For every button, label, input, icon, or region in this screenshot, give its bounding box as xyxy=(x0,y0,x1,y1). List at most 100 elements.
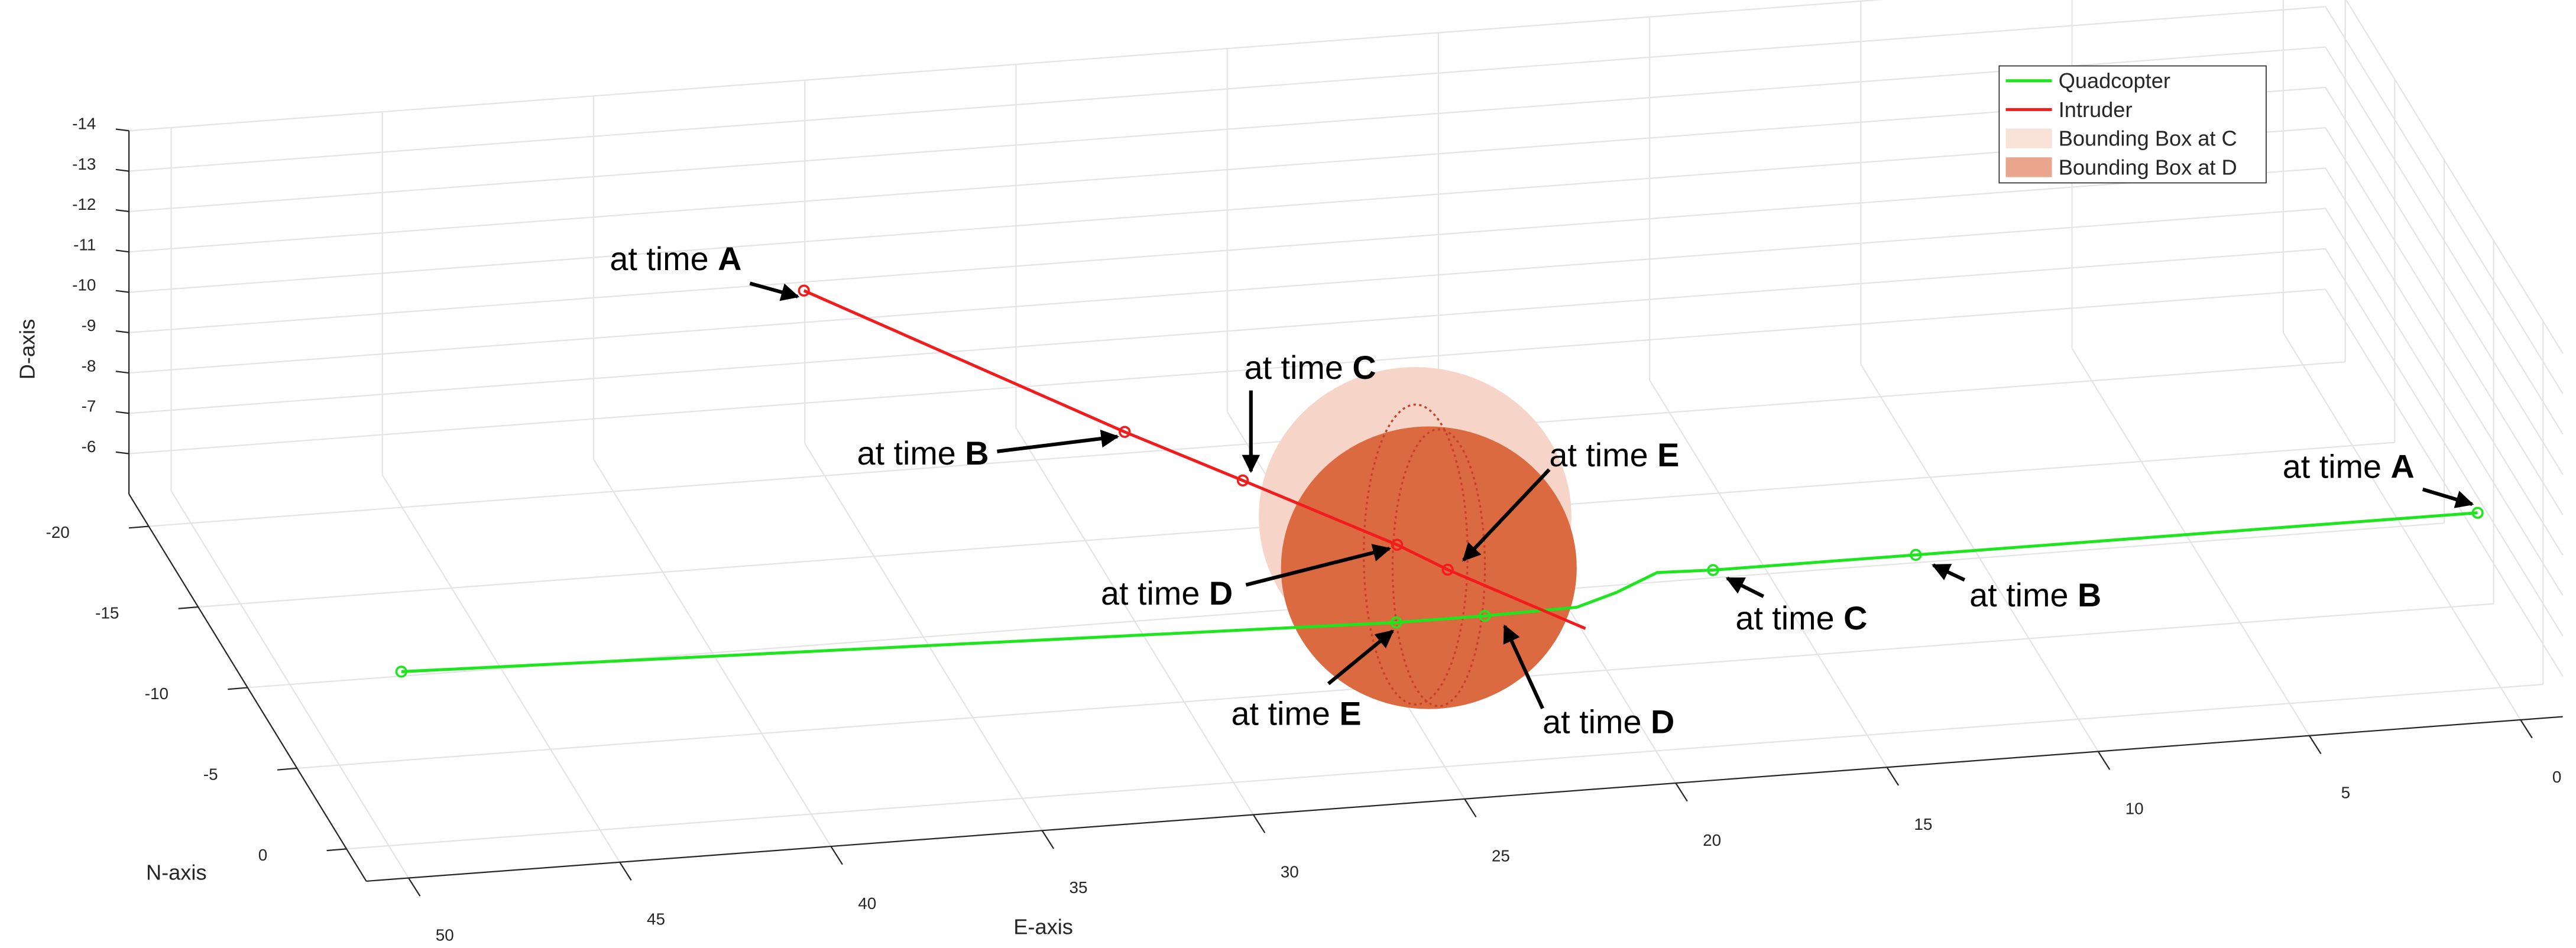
series-line xyxy=(803,289,1586,630)
z-tick-label: -10 xyxy=(72,276,96,294)
grid-line xyxy=(2325,87,2564,475)
bounding-sphere xyxy=(1281,426,1577,709)
tick-mark xyxy=(115,330,129,333)
tick-mark xyxy=(115,451,129,454)
y-tick-label: -20 xyxy=(46,523,69,541)
annotation-prefix: at time xyxy=(1543,703,1641,740)
annotation-arrow xyxy=(749,281,800,301)
annotation-prefix: at time xyxy=(1969,577,2068,613)
tick-mark xyxy=(619,862,632,881)
grid-line xyxy=(129,207,2326,374)
tick-mark xyxy=(115,411,129,414)
grid-line xyxy=(129,288,2326,454)
z-tick-label: -14 xyxy=(72,115,96,133)
tick-mark xyxy=(1464,798,1477,818)
x-tick-label: 25 xyxy=(1492,847,1510,865)
annotation-label: D xyxy=(1209,575,1233,612)
z-tick-label: -12 xyxy=(72,195,96,213)
legend: Quadcopter Intruder Bounding Box at C Bound… xyxy=(1998,65,2267,184)
annotation-label: D xyxy=(1651,703,1674,740)
y-tick-label: -15 xyxy=(95,603,119,622)
tick-mark xyxy=(115,128,129,132)
x-axis-title: E-axis xyxy=(1013,915,1073,939)
tick-mark xyxy=(129,525,149,529)
z-tick-label: -13 xyxy=(72,155,96,173)
grid-line xyxy=(129,127,2326,293)
annotation-label: B xyxy=(2078,577,2101,613)
x-tick-label: 0 xyxy=(2552,768,2561,786)
y-tick-label: -10 xyxy=(145,684,169,703)
x-tick-label: 35 xyxy=(1069,878,1087,897)
tick-mark xyxy=(277,767,297,771)
tick-mark xyxy=(1886,767,1900,786)
y-axis-title: N-axis xyxy=(146,861,207,885)
annotation-arrow xyxy=(2422,487,2474,508)
tick-mark xyxy=(115,249,129,253)
x-tick-label: 20 xyxy=(1703,831,1721,849)
point-marker xyxy=(1707,564,1719,576)
grid-line xyxy=(2325,288,2564,677)
x-tick-label: 5 xyxy=(2341,784,2350,802)
point-marker xyxy=(1479,609,1491,622)
x-tick-label: 50 xyxy=(436,926,454,944)
annotation-label: E xyxy=(1657,437,1679,473)
grid-line xyxy=(2325,248,2564,637)
annotation-arrow xyxy=(1503,624,1544,709)
tick-mark xyxy=(115,290,129,293)
grid-line xyxy=(2325,6,2564,394)
tick-mark xyxy=(2309,735,2322,754)
annotation-prefix: at time xyxy=(857,435,955,472)
annotation-prefix: at time xyxy=(1549,437,1648,473)
x-tick-label: 30 xyxy=(1281,862,1299,881)
annotation: at time D xyxy=(1101,575,1233,612)
x-tick-label: 10 xyxy=(2125,799,2144,817)
z-tick-label: -11 xyxy=(73,235,96,254)
x-tick-label: 45 xyxy=(647,910,665,928)
point-marker xyxy=(1119,426,1131,438)
annotation: at time E xyxy=(1232,696,1362,732)
z-tick-label: -6 xyxy=(82,437,96,456)
tick-mark xyxy=(830,846,843,865)
tick-mark xyxy=(326,848,347,852)
z-tick-label: -8 xyxy=(82,356,96,375)
tick-mark xyxy=(2520,719,2533,739)
legend-label: Bounding Box at D xyxy=(2059,155,2237,179)
tick-mark xyxy=(178,606,199,609)
tick-mark xyxy=(115,209,129,212)
annotation-arrow xyxy=(1245,544,1391,587)
annotation: at time D xyxy=(1543,703,1674,740)
grid-line xyxy=(2325,208,2564,596)
legend-label: Intruder xyxy=(2059,98,2133,122)
annotation-prefix: at time xyxy=(1735,600,1834,637)
annotation-prefix: at time xyxy=(610,241,708,277)
point-marker xyxy=(1390,616,1402,629)
tick-mark xyxy=(1252,814,1266,833)
annotation: at time B xyxy=(1969,577,2101,613)
tick-mark xyxy=(228,687,248,690)
x-tick-label: 40 xyxy=(858,894,876,913)
annotation: at time C xyxy=(1245,349,1376,386)
tick-mark xyxy=(115,168,129,172)
z-tick-label: -9 xyxy=(82,316,96,335)
annotation-arrow xyxy=(1462,468,1551,562)
z-tick-label: -7 xyxy=(82,397,96,415)
annotation-label: C xyxy=(1843,600,1867,637)
grid-line xyxy=(2325,46,2564,435)
y-tick-label: -5 xyxy=(203,765,218,783)
series-line xyxy=(401,511,2478,673)
legend-label: Quadcopter xyxy=(2059,69,2170,93)
grid-line xyxy=(2325,127,2564,515)
grid-line xyxy=(148,361,2345,527)
annotation: at time A xyxy=(610,241,741,277)
annotation-prefix: at time xyxy=(1232,696,1330,732)
point-marker xyxy=(1236,474,1249,487)
y-tick-label: 0 xyxy=(258,846,268,864)
grid-line xyxy=(129,167,2326,333)
grid-line xyxy=(129,0,1885,132)
sphere-meridian xyxy=(1391,428,1486,707)
grid-line xyxy=(129,46,2326,212)
tick-mark xyxy=(2097,751,2111,770)
point-marker xyxy=(1910,548,1922,561)
